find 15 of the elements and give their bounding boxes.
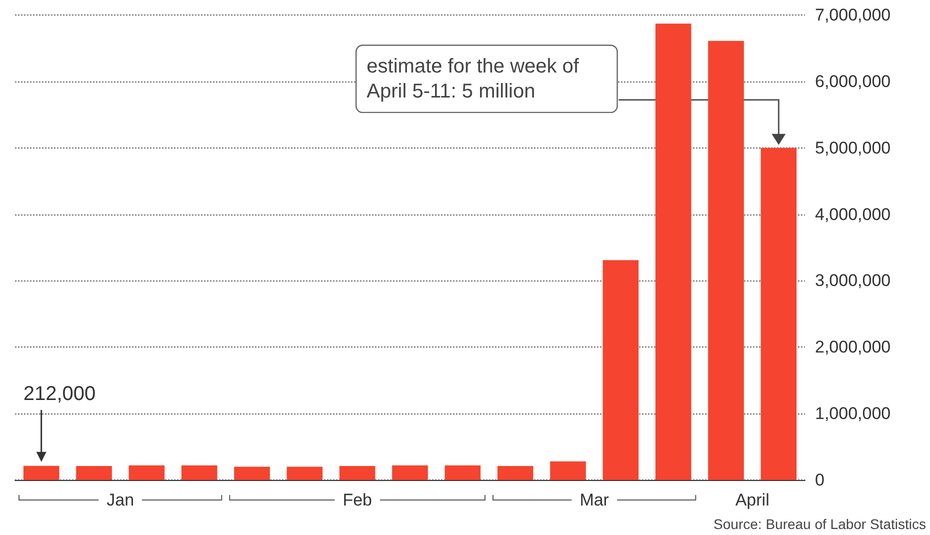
annotation: estimate for the week of April 5-11: 5 million — [366, 55, 585, 102]
y-tick-label: 7,000,000 — [815, 6, 891, 24]
y-tick-label: 2,000,000 — [815, 338, 891, 357]
text: Mar — [580, 490, 610, 510]
annotation: 212,000 — [23, 382, 96, 405]
text: Feb — [342, 490, 372, 510]
y-tick-label: 1,000,000 — [815, 404, 891, 424]
y-tick-label: 5,000,000 — [815, 138, 891, 158]
y-tick-label: 0 — [815, 470, 824, 490]
text: April — [735, 490, 770, 510]
y-tick-label: 3,000,000 — [815, 271, 891, 290]
source-note: Source: Bureau of Labor Statistics — [714, 516, 926, 532]
y-tick-label: 4,000,000 — [815, 204, 891, 224]
text: Jan — [106, 490, 134, 510]
y-tick-label: 6,000,000 — [815, 72, 891, 91]
